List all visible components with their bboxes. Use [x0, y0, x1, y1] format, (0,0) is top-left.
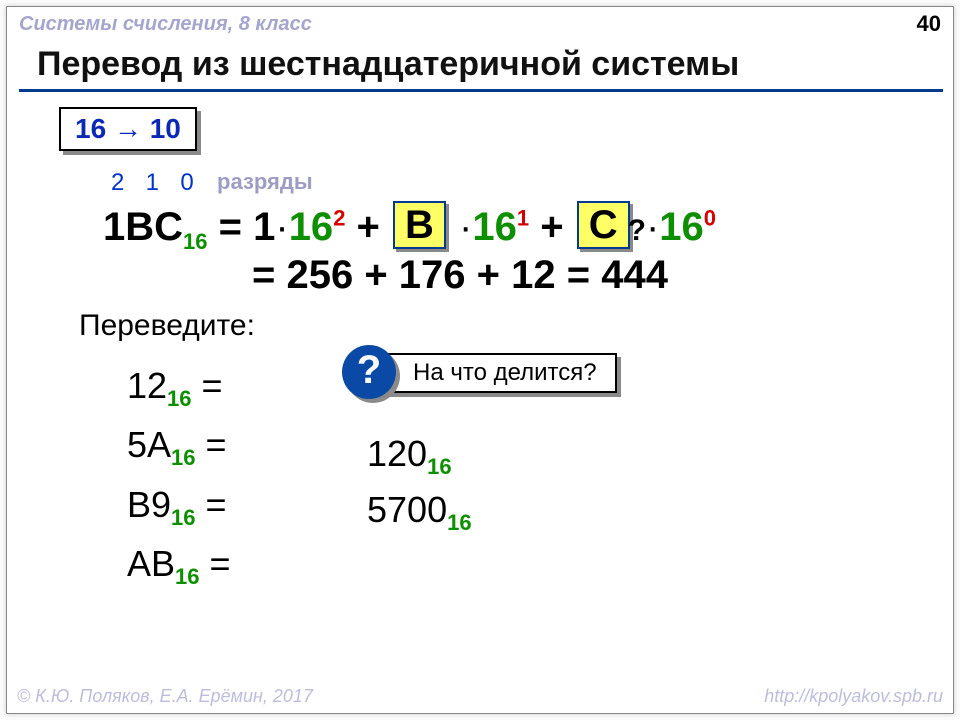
box-c: C	[577, 201, 630, 249]
question-badge: ?	[342, 345, 396, 399]
conversion-badge: 16 → 10	[59, 107, 197, 151]
digit-1: 1	[146, 169, 174, 197]
right-numbers: 12016 570016	[367, 427, 472, 539]
digits-label: разряды	[217, 169, 313, 195]
num-sub: 16	[427, 454, 451, 479]
digit-2: 2	[111, 169, 139, 197]
slide: Системы счисления, 8 класс 40 Перевод из…	[6, 6, 954, 714]
ex-val: AB	[127, 543, 175, 584]
ex-sub: 16	[175, 564, 199, 589]
exercises-left: 1216 = 5A16 = B916 = AB16 =	[127, 357, 231, 595]
num-val: 120	[367, 433, 427, 474]
footer-url: http://kpolyakov.spb.ru	[764, 686, 943, 707]
translate-label: Переведите:	[79, 309, 255, 343]
box-b: B	[393, 201, 446, 249]
page-number: 40	[917, 11, 941, 37]
term3-q: ?	[628, 214, 646, 247]
right-number-row: 12016	[367, 427, 472, 483]
digit-positions: 2 1 0	[111, 169, 208, 197]
title-underline	[19, 89, 943, 92]
num-sub: 16	[447, 510, 471, 535]
equation-line-2: = 256 + 176 + 12 = 444	[252, 253, 668, 298]
equation-line-1: 1BC16 = 1·162 + B ·161 + C?·160	[103, 201, 716, 255]
footer-copyright: © К.Ю. Поляков, Е.А. Ерёмин, 2017	[17, 686, 313, 707]
hex-base: 16	[183, 229, 207, 254]
ex-val: 12	[127, 365, 167, 406]
slide-title: Перевод из шестнадцатеричной системы	[37, 45, 739, 84]
term3-exp: 0	[704, 206, 716, 231]
right-number-row: 570016	[367, 483, 472, 539]
term1-exp: 2	[333, 206, 345, 231]
exercise-row: AB16 =	[127, 535, 231, 594]
ex-val: 5A	[127, 424, 171, 465]
badge-from: 16	[75, 113, 106, 144]
ex-sub: 16	[167, 386, 191, 411]
question-mark-icon: ?	[342, 345, 396, 399]
term2-exp: 1	[517, 206, 529, 231]
ex-val: B9	[127, 484, 171, 525]
badge-to: 10	[150, 113, 181, 144]
exercise-row: 5A16 =	[127, 416, 231, 475]
term1-coef: 1	[253, 205, 275, 249]
ex-sub: 16	[171, 446, 195, 471]
term2-base: 16	[472, 205, 517, 249]
hex-value: 1BC	[103, 205, 183, 249]
num-val: 5700	[367, 489, 447, 530]
hint-box: На что делится?	[377, 353, 617, 393]
term1-base: 16	[289, 205, 334, 249]
exercise-row: B916 =	[127, 476, 231, 535]
ex-sub: 16	[171, 505, 195, 530]
course-label: Системы счисления, 8 класс	[19, 13, 312, 36]
digit-0: 0	[180, 169, 208, 197]
term3-base: 16	[659, 205, 704, 249]
exercise-row: 1216 =	[127, 357, 231, 416]
arrow-icon: →	[114, 113, 142, 144]
